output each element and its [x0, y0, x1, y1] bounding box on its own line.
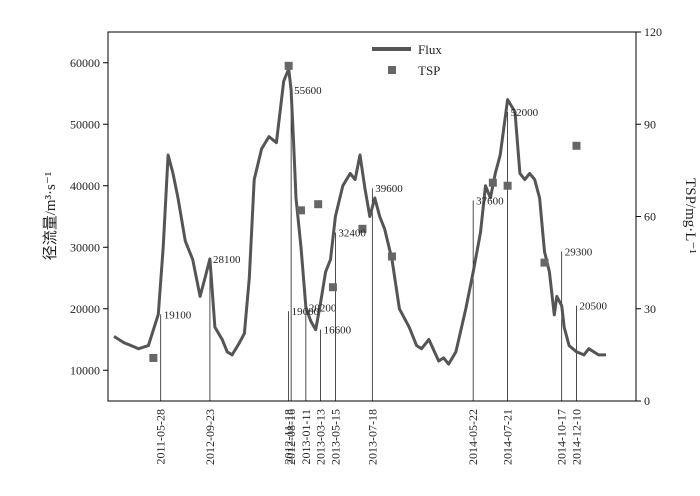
flux-annotation-label: 20200: [309, 303, 337, 315]
tsp-point: [284, 61, 293, 70]
flux-annotation-label: 20500: [579, 301, 607, 313]
sampling-date-label: 2014-10-17: [555, 409, 569, 465]
y-right-tick-label: 90: [644, 117, 656, 131]
legend-tsp-swatch: [388, 66, 396, 74]
y-left-tick-label: 30000: [70, 240, 100, 254]
flux-annotation-label: 32400: [338, 227, 366, 239]
legend-tsp-label: TSP: [418, 63, 440, 78]
sampling-date-labels: 2011-05-28 2012-09-23 2012-08-162012-11-18…: [154, 409, 584, 465]
y-right-tick-label: 120: [644, 25, 662, 39]
tsp-point: [387, 252, 396, 261]
tsp-point: [314, 200, 323, 209]
y-right-tick-label: 0: [644, 394, 650, 408]
flux-annotation-label: 16600: [324, 325, 352, 337]
tsp-points: [149, 61, 581, 362]
tsp-point: [328, 283, 337, 292]
legend-flux-label: Flux: [418, 42, 442, 57]
legend: Flux TSP: [372, 42, 442, 78]
flux-annotation-label: 55600: [294, 85, 322, 97]
sampling-date-label: 2013-05-15: [328, 409, 342, 465]
tsp-point: [488, 178, 497, 187]
sampling-date-label: 2014-12-10: [569, 409, 583, 465]
sampling-date-label: 2012-11-18: [282, 409, 296, 465]
tsp-point: [572, 141, 581, 150]
right-axis: 0 30 60 90 120: [636, 25, 662, 408]
sampling-date-label: 2012-08-16: [284, 409, 298, 465]
y-right-tick-label: 60: [644, 210, 656, 224]
left-axis: 10000 20000 30000 40000 50000 60000: [70, 56, 108, 377]
flux-annotation-label: 39600: [375, 183, 403, 195]
sampling-date-label: 2013-03-13: [314, 409, 328, 465]
flux-line: [113, 67, 606, 366]
flux-annotation-label: 37600: [476, 196, 504, 208]
tsp-point: [149, 353, 158, 362]
sampling-date-label: 2013-07-18: [365, 409, 379, 465]
tsp-point: [358, 224, 367, 233]
flux-annotation-label: 28100: [213, 254, 241, 266]
tsp-point: [503, 181, 512, 190]
y-left-title: 径流量/m³·s⁻¹: [42, 172, 59, 261]
flux-annotation-label: 19100: [164, 309, 192, 321]
y-left-tick-label: 10000: [70, 363, 100, 377]
y-right-title: TSP/mg·L⁻¹: [682, 178, 698, 254]
sampling-date-label: 2014-07-21: [501, 409, 515, 465]
y-left-tick-label: 20000: [70, 302, 100, 316]
flux-annotation-label: 52000: [511, 107, 539, 119]
sampling-date-lines: [160, 89, 577, 401]
sampling-date-label: 2013-01-11: [299, 409, 313, 465]
flux-annotation-label: 19600: [292, 306, 320, 318]
y-left-tick-label: 50000: [70, 117, 100, 131]
y-left-tick-label: 60000: [70, 56, 100, 70]
tsp-point: [296, 206, 305, 215]
y-right-tick-label: 30: [644, 302, 656, 316]
sampling-date-label: 2011-05-28: [154, 409, 168, 465]
flux-annotation-label: 29300: [565, 247, 593, 259]
y-left-tick-label: 40000: [70, 179, 100, 193]
tsp-point: [540, 258, 549, 267]
sampling-date-label: 2014-05-22: [466, 409, 480, 465]
sampling-date-label: 2012-09-23: [203, 409, 217, 465]
